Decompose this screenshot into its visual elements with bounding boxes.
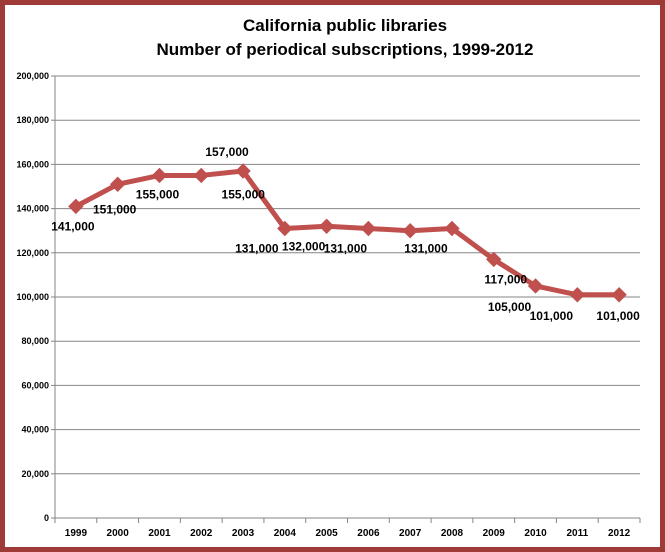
x-tick-label: 1999 — [65, 528, 88, 539]
data-point-marker — [527, 278, 544, 294]
x-tick-label: 2007 — [399, 528, 422, 539]
x-tick-label: 2009 — [483, 528, 506, 539]
data-point-marker — [193, 167, 209, 184]
data-label: 141,000 — [51, 219, 95, 233]
x-tick-label: 2011 — [566, 528, 588, 539]
y-tick-label: 60,000 — [21, 380, 49, 390]
data-label: 155,000 — [222, 187, 266, 201]
data-label: 131,000 — [235, 241, 279, 255]
y-tick-label: 120,000 — [16, 248, 49, 258]
x-tick-label: 2010 — [524, 528, 547, 539]
x-tick-label: 2004 — [274, 528, 297, 539]
y-tick-label: 160,000 — [16, 159, 49, 169]
series-markers — [68, 163, 627, 303]
y-axis-ticks: 0 20,000 40,000 60,000 80,000 100,000 120,000 1… — [16, 71, 55, 523]
y-tick-label: 200,000 — [16, 71, 49, 81]
chart-title: California public libraries — [242, 16, 448, 35]
x-tick-label: 2012 — [608, 528, 631, 539]
data-point-marker — [68, 198, 84, 215]
data-label: 157,000 — [205, 145, 249, 159]
data-point-marker — [277, 220, 293, 237]
data-label: 131,000 — [404, 241, 448, 255]
y-tick-label: 80,000 — [21, 336, 49, 346]
data-point-marker — [486, 251, 502, 268]
data-point-marker — [444, 220, 460, 237]
x-tick-label: 2005 — [315, 528, 338, 539]
y-tick-label: 180,000 — [16, 115, 49, 125]
y-tick-label: 20,000 — [21, 469, 49, 479]
x-tick-label: 2001 — [148, 528, 171, 539]
data-label: 155,000 — [136, 187, 180, 201]
data-point-marker — [235, 163, 251, 179]
x-tick-label: 2003 — [232, 528, 255, 539]
data-point-marker — [611, 287, 627, 303]
data-label: 131,000 — [324, 241, 368, 255]
y-tick-label: 100,000 — [16, 292, 49, 302]
chart-subtitle: Number of periodical subscriptions, 1999… — [156, 40, 534, 59]
x-tick-label: 2000 — [107, 528, 130, 539]
x-tick-label: 2006 — [357, 528, 380, 539]
data-label: 101,000 — [596, 309, 640, 323]
data-point-marker — [109, 176, 126, 192]
data-point-marker — [151, 167, 168, 184]
data-label: 105,000 — [488, 300, 532, 314]
x-tick-label: 2008 — [441, 528, 464, 539]
y-tick-label: 40,000 — [21, 425, 49, 435]
y-tick-label: 0 — [44, 513, 49, 523]
data-label: 132,000 — [282, 239, 326, 253]
data-point-marker — [360, 220, 377, 237]
gridlines — [55, 75, 640, 475]
data-point-marker — [318, 218, 335, 234]
y-tick-label: 140,000 — [16, 204, 49, 214]
x-axis-ticks: 1999 2000 2001 2002 2003 2004 2005 2006 2007 2008… — [54, 518, 641, 539]
data-label: 117,000 — [484, 272, 527, 286]
data-label: 151,000 — [93, 202, 137, 216]
data-label: 101,000 — [530, 309, 574, 323]
data-point-marker — [569, 287, 586, 303]
x-tick-label: 2002 — [190, 528, 213, 539]
data-point-marker — [402, 222, 418, 239]
